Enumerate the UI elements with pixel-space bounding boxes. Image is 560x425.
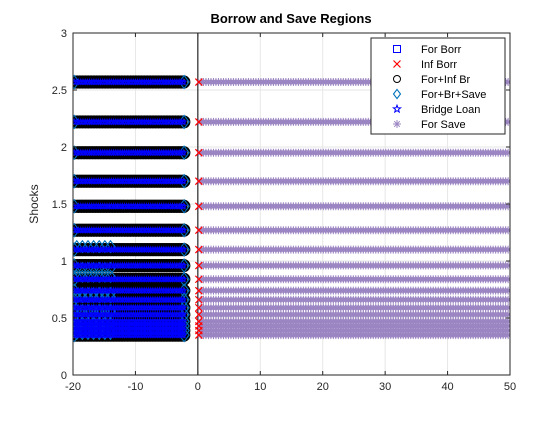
series-inf-borr bbox=[194, 78, 203, 340]
for-borr-point bbox=[181, 277, 186, 282]
for-borr-point bbox=[181, 179, 186, 184]
for-borr-point bbox=[181, 228, 186, 233]
legend-box bbox=[370, 37, 506, 135]
legend-marker-circle bbox=[393, 75, 401, 83]
for-save-point bbox=[504, 326, 510, 335]
inf-borr-point bbox=[194, 148, 203, 157]
legend-label: Inf Borr bbox=[421, 59, 457, 71]
y-tick-label: 3 bbox=[61, 28, 67, 40]
for-save-point bbox=[504, 245, 510, 254]
series-for-borr bbox=[73, 79, 186, 338]
legend: For Borr Inf Borr For+Inf Br For+Br+Save Bri… bbox=[370, 37, 506, 135]
for-borr-point bbox=[181, 297, 186, 302]
for-save-point bbox=[504, 331, 510, 340]
inf-borr-point bbox=[194, 117, 203, 126]
inf-borr-point bbox=[194, 275, 203, 284]
inf-borr-point bbox=[194, 331, 203, 340]
legend-marker-x bbox=[393, 60, 401, 68]
x-axis-ticks: -20 -10 0 10 20 30 40 50 bbox=[65, 33, 516, 393]
for-br-save-point bbox=[73, 198, 80, 214]
for-borr-point bbox=[181, 263, 186, 268]
inf-borr-point bbox=[194, 202, 203, 211]
for-borr-point bbox=[181, 204, 186, 209]
inf-borr-point bbox=[194, 295, 203, 304]
inf-borr-point bbox=[194, 261, 203, 270]
inf-borr-point bbox=[194, 303, 203, 312]
x-tick-label: 50 bbox=[504, 381, 516, 393]
legend-label: For Save bbox=[421, 119, 466, 131]
chart-title: Borrow and Save Regions bbox=[210, 11, 371, 26]
for-br-save-point bbox=[73, 222, 80, 238]
for-br-save-point bbox=[73, 271, 80, 287]
inf-borr-point bbox=[194, 286, 203, 295]
y-tick-label: 0.5 bbox=[52, 313, 67, 325]
for-save-point bbox=[504, 261, 510, 270]
for-save-point bbox=[504, 286, 510, 295]
y-axis-ticks: 0 0.5 1 1.5 2 2.5 3 bbox=[52, 28, 510, 382]
for-save-point bbox=[504, 275, 510, 284]
x-tick-label: 10 bbox=[254, 381, 266, 393]
y-tick-label: 2.5 bbox=[52, 85, 67, 97]
for-br-save-point bbox=[73, 173, 80, 189]
for-borr-point bbox=[181, 328, 186, 333]
for-save-point bbox=[504, 303, 510, 312]
for-borr-point bbox=[181, 319, 186, 324]
x-tick-label: 20 bbox=[317, 381, 329, 393]
for-br-save-point bbox=[105, 269, 116, 283]
inf-borr-point bbox=[194, 78, 203, 86]
legend-label: For Borr bbox=[421, 44, 462, 56]
for-save-point bbox=[504, 310, 510, 319]
legend-label: For+Inf Br bbox=[421, 74, 471, 86]
x-tick-label: -20 bbox=[65, 381, 81, 393]
inf-borr-point bbox=[194, 310, 203, 319]
for-borr-point bbox=[181, 79, 186, 85]
for-save-point bbox=[504, 148, 510, 157]
legend-marker-pentagram bbox=[391, 103, 403, 114]
legend-marker-square bbox=[393, 45, 401, 53]
for-borr-point bbox=[181, 288, 186, 293]
y-tick-label: 1 bbox=[61, 256, 67, 268]
for-save-point bbox=[504, 117, 510, 126]
for-save-point bbox=[504, 317, 510, 326]
for-br-save-point bbox=[73, 114, 80, 130]
legend-marker-diamond bbox=[392, 88, 402, 100]
y-axis-label: Shocks bbox=[27, 184, 41, 223]
for-br-save-point bbox=[105, 239, 116, 254]
x-tick-label: 0 bbox=[195, 381, 201, 393]
for-borr-point bbox=[181, 150, 186, 155]
for-save-point bbox=[504, 177, 510, 186]
legend-marker-asterisk bbox=[393, 120, 401, 128]
for-save-point bbox=[504, 78, 510, 87]
inf-borr-point bbox=[194, 226, 203, 235]
legend-label: Bridge Loan bbox=[421, 104, 480, 116]
inf-borr-point bbox=[194, 177, 203, 186]
for-borr-point bbox=[181, 305, 186, 310]
for-br-save-point bbox=[73, 74, 80, 90]
legend-label: For+Br+Save bbox=[421, 89, 486, 101]
for-save-point bbox=[504, 295, 510, 304]
for-borr-point bbox=[181, 323, 186, 329]
x-tick-label: 30 bbox=[379, 381, 391, 393]
for-save-point bbox=[504, 321, 510, 330]
x-tick-label: 40 bbox=[441, 381, 453, 393]
for-br-save-point bbox=[73, 242, 80, 258]
y-tick-label: 2 bbox=[61, 142, 67, 154]
x-tick-label: -10 bbox=[127, 381, 143, 393]
for-borr-point bbox=[181, 247, 186, 252]
inf-borr-point bbox=[194, 245, 203, 254]
for-borr-point bbox=[181, 119, 186, 125]
y-tick-label: 0 bbox=[61, 370, 67, 382]
for-borr-point bbox=[181, 333, 186, 338]
y-tick-label: 1.5 bbox=[52, 199, 67, 211]
for-save-point bbox=[504, 202, 510, 211]
for-br-save-point bbox=[105, 290, 116, 304]
for-borr-point bbox=[181, 312, 186, 317]
for-save-point bbox=[504, 226, 510, 235]
for-br-save-point bbox=[73, 145, 80, 161]
